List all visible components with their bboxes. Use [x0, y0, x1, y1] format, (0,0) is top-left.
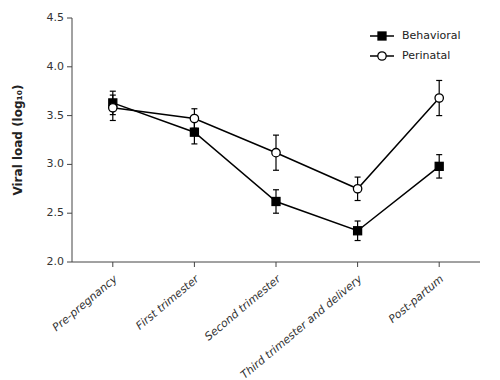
- legend-marker: [378, 52, 386, 60]
- point: [353, 185, 361, 193]
- y-tick-label: 2.5: [47, 206, 65, 219]
- point: [435, 162, 443, 170]
- x-tick-label: Pre-pregnancy: [50, 272, 120, 334]
- series-line: [113, 98, 439, 189]
- point: [190, 128, 198, 136]
- error-bar-cap: [436, 154, 442, 155]
- point: [435, 94, 443, 102]
- point: [272, 148, 280, 156]
- point: [190, 114, 198, 122]
- y-tick-label: 3.0: [47, 157, 65, 170]
- x-tick-label: Post-partum: [386, 272, 446, 325]
- error-bar-cap: [355, 240, 361, 241]
- error-bar-cap: [273, 170, 279, 171]
- error-bar-cap: [110, 120, 116, 121]
- y-tick: [67, 213, 72, 214]
- x-tick-label: First trimester: [133, 272, 202, 333]
- x-tick: [276, 262, 277, 267]
- error-bar-cap: [355, 200, 361, 201]
- x-tick: [357, 262, 358, 267]
- y-tick-label: 4.5: [47, 11, 65, 24]
- series-line: [113, 103, 439, 231]
- y-tick: [67, 262, 72, 263]
- y-tick-label: 2.0: [47, 255, 65, 268]
- error-bar-cap: [436, 177, 442, 178]
- legend: Behavioral Perinatal: [370, 29, 461, 62]
- legend-marker: [378, 32, 386, 40]
- error-bar-cap: [191, 143, 197, 144]
- error-bar-cap: [273, 189, 279, 190]
- error-bar: [273, 190, 279, 213]
- x-tick: [194, 262, 195, 267]
- y-tick-label: 3.5: [47, 109, 65, 122]
- x-tick-label: Second trimester: [202, 272, 284, 344]
- chart: 2.0 2.5 3.0 3.5 4.0 4.5 Pre-pregnancyFirst tri…: [0, 0, 500, 380]
- error-bar-cap: [273, 213, 279, 214]
- x-tick: [112, 262, 113, 267]
- error-bar: [436, 155, 442, 178]
- point: [109, 104, 117, 112]
- y-tick: [67, 115, 72, 116]
- plot-area: [109, 80, 444, 240]
- legend-label: Behavioral: [402, 29, 461, 42]
- legend-label: Perinatal: [402, 49, 450, 62]
- y-tick: [67, 164, 72, 165]
- point: [354, 227, 362, 235]
- error-bar-cap: [273, 135, 279, 136]
- error-bar-cap: [191, 128, 197, 129]
- y-axis-line: [72, 18, 73, 262]
- error-bar-cap: [110, 95, 116, 96]
- y-tick: [67, 66, 72, 67]
- y-tick-label: 4.0: [47, 60, 65, 73]
- error-bar-cap: [110, 91, 116, 92]
- y-axis-label: Viral load (log₁₀): [11, 84, 25, 195]
- error-bar-cap: [436, 115, 442, 116]
- x-tick: [439, 262, 440, 267]
- error-bar-cap: [191, 108, 197, 109]
- error-bar: [355, 221, 361, 241]
- error-bar-cap: [355, 176, 361, 177]
- x-tick-label: Third trimester and delivery: [238, 272, 365, 380]
- y-tick: [67, 18, 72, 19]
- error-bar-cap: [355, 220, 361, 221]
- point: [272, 197, 280, 205]
- error-bar-cap: [436, 80, 442, 81]
